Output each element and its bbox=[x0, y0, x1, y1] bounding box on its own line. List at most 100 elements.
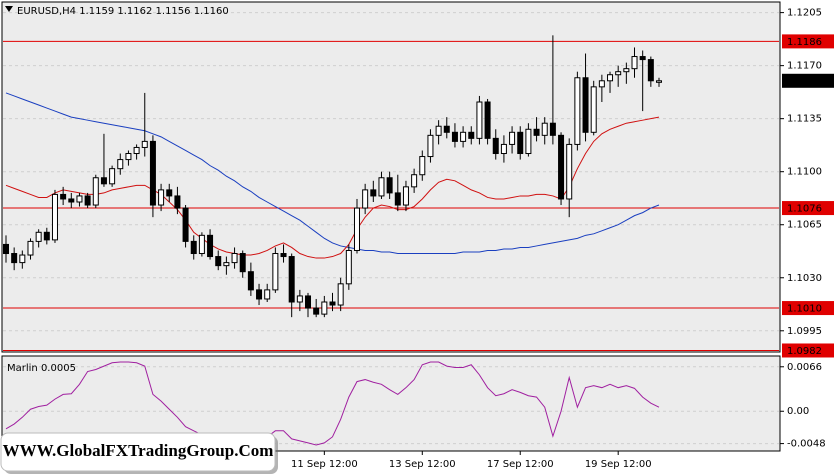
candle-body bbox=[141, 140, 148, 148]
level-tag bbox=[782, 34, 834, 49]
candle-body bbox=[656, 80, 662, 83]
candle-body bbox=[427, 134, 434, 158]
candle-body bbox=[125, 153, 132, 161]
candle-body bbox=[345, 249, 352, 285]
candle-body bbox=[607, 74, 614, 82]
candle-body bbox=[239, 253, 246, 273]
candle-body bbox=[558, 134, 565, 200]
candle-body bbox=[623, 68, 630, 73]
y-tick-label: 1.1135 bbox=[787, 114, 822, 125]
candle-body bbox=[476, 101, 483, 139]
y-tick-label: 1.1100 bbox=[787, 167, 822, 178]
collapse-icon bbox=[5, 6, 13, 12]
last-price-tag bbox=[782, 73, 834, 88]
y-tick-label: 1.1065 bbox=[787, 220, 822, 231]
candle-body bbox=[353, 207, 360, 251]
y-tick-label: -0.0048 bbox=[787, 439, 826, 450]
indicator-line bbox=[5, 361, 660, 446]
candle-body bbox=[411, 174, 418, 188]
level-label: 1.1010 bbox=[787, 304, 822, 315]
candle-body bbox=[443, 125, 450, 133]
candle-body bbox=[11, 253, 18, 264]
level-tag bbox=[782, 301, 834, 316]
candle-body bbox=[182, 207, 189, 242]
candle-body bbox=[19, 254, 26, 264]
candle-body bbox=[133, 146, 140, 155]
candle-body bbox=[247, 271, 254, 291]
candle-body bbox=[533, 128, 540, 136]
watermark: WWW.GlobalFXTradingGroup.Com bbox=[0, 432, 278, 474]
candle-body bbox=[582, 77, 589, 133]
x-tick-label: 11 Sep 12:00 bbox=[291, 459, 358, 470]
level-label: 1.1186 bbox=[787, 37, 822, 48]
candle-body bbox=[517, 131, 524, 155]
candle-body bbox=[337, 283, 344, 306]
candle-body bbox=[468, 131, 475, 139]
candle-body bbox=[378, 177, 385, 197]
candle-body bbox=[207, 234, 214, 258]
candle-body bbox=[149, 140, 156, 206]
candle-body bbox=[362, 189, 369, 209]
candle-body bbox=[288, 256, 295, 303]
candle-body bbox=[272, 253, 279, 291]
candle-body bbox=[590, 86, 597, 133]
candle-body bbox=[158, 189, 165, 206]
candle-body bbox=[84, 195, 91, 206]
candle-body bbox=[231, 253, 238, 264]
candle-body bbox=[68, 198, 75, 203]
candle-body bbox=[60, 193, 67, 200]
candle-body bbox=[329, 301, 336, 306]
y-tick-label: 1.1030 bbox=[787, 273, 822, 284]
main-panel bbox=[1, 1, 781, 353]
candle-body bbox=[223, 262, 230, 267]
level-label: 1.1076 bbox=[787, 204, 822, 215]
candle-body bbox=[166, 189, 173, 197]
candle-body bbox=[509, 131, 516, 145]
candle-body bbox=[3, 243, 9, 255]
candle-body bbox=[35, 231, 42, 242]
x-tick-label: 17 Sep 12:00 bbox=[487, 459, 554, 470]
y-tick-label: 1.1205 bbox=[787, 8, 822, 19]
candle-body bbox=[370, 189, 377, 197]
candle-body bbox=[615, 71, 622, 76]
candle-body bbox=[43, 231, 50, 241]
moving-average bbox=[5, 92, 660, 255]
candle-body bbox=[549, 122, 556, 136]
level-tag bbox=[782, 201, 834, 216]
candle-body bbox=[394, 192, 401, 206]
candle-body bbox=[484, 101, 491, 139]
plot-layer: 1.1205 1.1170 1.1135 1.1100 1.1065 1.1030 1.09… bbox=[3, 8, 834, 470]
candle-body bbox=[386, 177, 393, 194]
x-tick-label: 13 Sep 12:00 bbox=[389, 459, 456, 470]
candle-body bbox=[566, 143, 573, 200]
candle-body bbox=[321, 301, 328, 315]
last-price-label: 1.1160 bbox=[787, 76, 822, 87]
candle-body bbox=[190, 240, 197, 255]
moving-average bbox=[5, 116, 660, 259]
candle-body bbox=[51, 193, 58, 241]
candle-body bbox=[100, 177, 107, 185]
candle-body bbox=[435, 125, 442, 136]
candle-body bbox=[598, 80, 605, 88]
candle-body bbox=[419, 156, 426, 176]
candle-body bbox=[492, 137, 499, 155]
candle-body bbox=[76, 195, 83, 203]
candle-body bbox=[256, 289, 263, 300]
indicator-title: Marlin 0.0005 bbox=[7, 363, 76, 374]
candle-body bbox=[27, 240, 34, 256]
candle-body bbox=[451, 131, 458, 142]
candle-body bbox=[402, 186, 409, 206]
y-tick-label: 0.00 bbox=[787, 406, 809, 417]
y-tick-label: 1.0995 bbox=[787, 326, 822, 337]
candle-body bbox=[631, 56, 638, 70]
watermark-box bbox=[0, 432, 276, 472]
chart-title: EURUSD,H4 1.1159 1.1162 1.1156 1.1160 bbox=[17, 6, 229, 17]
y-tick-label: 1.1170 bbox=[787, 61, 822, 72]
level-tag bbox=[782, 343, 834, 358]
candle-body bbox=[264, 289, 271, 300]
x-tick-label: 19 Sep 12:00 bbox=[585, 459, 652, 470]
watermark-text: WWW.GlobalFXTradingGroup.Com bbox=[3, 441, 274, 460]
candle-body bbox=[117, 159, 124, 170]
candle-body bbox=[460, 131, 467, 142]
